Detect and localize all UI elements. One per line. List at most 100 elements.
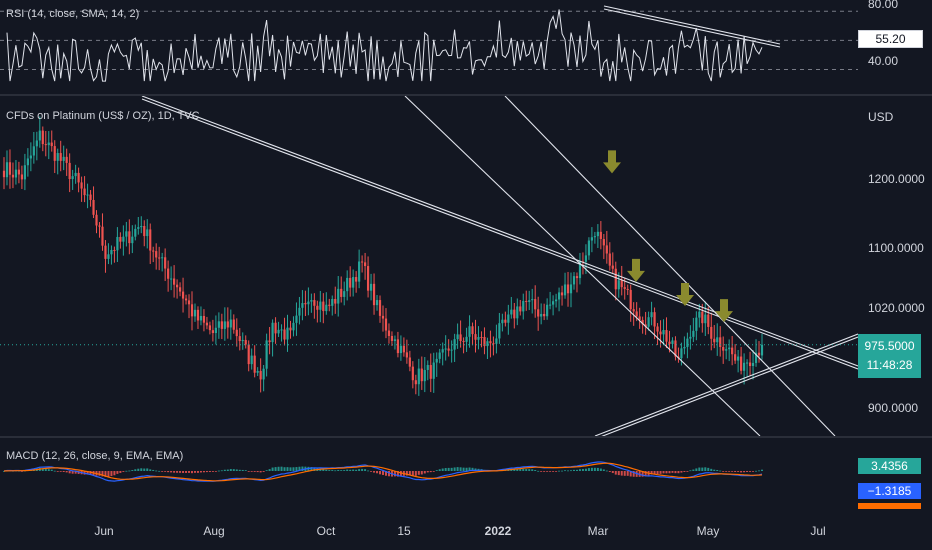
candle-body bbox=[438, 352, 441, 359]
macd-histogram-bar bbox=[280, 466, 283, 471]
candle-body bbox=[161, 257, 164, 259]
macd-histogram-bar bbox=[286, 467, 289, 471]
candle-body bbox=[387, 330, 391, 337]
candle-body bbox=[692, 330, 695, 337]
macd-histogram-bar bbox=[373, 471, 376, 473]
macd-histogram-bar bbox=[525, 468, 528, 471]
rsi-line bbox=[6, 9, 763, 82]
macd-histogram-bar bbox=[462, 467, 465, 471]
macd-histogram-bar bbox=[140, 468, 143, 471]
macd-histogram-bar bbox=[528, 469, 531, 471]
macd-histogram-bar bbox=[417, 471, 420, 475]
time-axis[interactable] bbox=[0, 516, 932, 550]
candle-body bbox=[47, 142, 50, 146]
macd-histogram-bar bbox=[325, 469, 328, 471]
candle-body bbox=[229, 319, 232, 328]
down-arrow-icon bbox=[676, 283, 694, 307]
candle-body bbox=[366, 266, 370, 291]
macd-pane[interactable]: MACD (12, 26, close, 9, EMA, EMA) bbox=[0, 438, 858, 516]
candle-body bbox=[417, 368, 420, 385]
macd-histogram-bar bbox=[98, 471, 101, 476]
macd-histogram-bar bbox=[578, 469, 581, 471]
candle-body bbox=[719, 337, 722, 347]
candle-body bbox=[486, 341, 489, 347]
candle-body bbox=[256, 370, 259, 373]
trendline bbox=[594, 333, 858, 436]
rsi-axis[interactable]: 80.00 40.00 bbox=[858, 0, 932, 94]
macd-histogram-bar bbox=[107, 471, 110, 477]
macd-histogram-bar bbox=[208, 471, 211, 472]
macd-histogram-bar bbox=[725, 471, 728, 472]
macd-histogram-bar bbox=[420, 471, 423, 475]
macd-histogram-bar bbox=[167, 471, 170, 473]
candle-body bbox=[110, 249, 113, 255]
macd-histogram-bar bbox=[349, 469, 352, 471]
candle-body bbox=[626, 288, 629, 290]
macd-histogram-bar bbox=[695, 468, 698, 471]
candle-body bbox=[89, 194, 92, 200]
pane-separator[interactable] bbox=[0, 94, 932, 96]
macd-histogram-bar bbox=[516, 468, 519, 471]
candle-body bbox=[698, 311, 701, 318]
pane-separator[interactable] bbox=[0, 436, 932, 438]
candle-body bbox=[575, 276, 579, 279]
candle-body bbox=[2, 170, 6, 178]
macd-histogram-bar bbox=[641, 471, 644, 477]
macd-histogram-bar bbox=[161, 471, 164, 472]
candle-body bbox=[59, 153, 62, 161]
macd-histogram-bar bbox=[214, 471, 217, 472]
macd-histogram-bar bbox=[358, 469, 361, 471]
macd-histogram-bar bbox=[435, 470, 438, 471]
macd-histogram-bar bbox=[277, 466, 280, 471]
macd-histogram-bar bbox=[211, 471, 214, 472]
candle-body bbox=[695, 317, 698, 331]
x-tick-oct: Oct bbox=[316, 524, 336, 538]
candle-body bbox=[745, 362, 749, 364]
macd-histogram-bar bbox=[262, 471, 265, 472]
macd-histogram-bar bbox=[549, 471, 552, 472]
macd-histogram-bar bbox=[626, 471, 629, 476]
macd-histogram-bar bbox=[367, 470, 370, 472]
candle-body bbox=[519, 306, 522, 312]
x-tick-jul: Jul bbox=[810, 524, 826, 538]
price-current-value: 975.5000 bbox=[864, 339, 915, 353]
candle-body bbox=[170, 278, 173, 280]
candle-body bbox=[199, 315, 203, 321]
candle-body bbox=[358, 261, 361, 282]
candle-body bbox=[614, 268, 617, 290]
macd-histogram-bar bbox=[471, 467, 474, 471]
macd-histogram-bar bbox=[310, 467, 313, 471]
macd-histogram-bar bbox=[65, 471, 68, 473]
candle-body bbox=[41, 130, 44, 145]
macd-histogram-bar bbox=[113, 471, 116, 476]
candle-body bbox=[35, 140, 38, 147]
price-pane[interactable]: CFDs on Platinum (US$ / OZ), 1D, TVC bbox=[0, 96, 858, 436]
macd-histogram-bar bbox=[3, 471, 5, 472]
macd-histogram-bar bbox=[405, 471, 408, 476]
candle-body bbox=[492, 343, 495, 345]
candle-body bbox=[80, 182, 83, 189]
candle-body bbox=[584, 255, 588, 262]
candle-body bbox=[429, 365, 432, 379]
candle-body bbox=[247, 344, 250, 365]
macd-histogram-bar bbox=[540, 471, 543, 472]
macd-histogram-bar bbox=[164, 471, 167, 472]
macd-histogram-bar bbox=[244, 470, 247, 471]
macd-histogram-bar bbox=[561, 470, 564, 472]
candle-body bbox=[450, 349, 453, 351]
macd-histogram-bar bbox=[692, 469, 695, 471]
price-currency: USD bbox=[868, 110, 894, 124]
macd-histogram-bar bbox=[572, 469, 575, 471]
macd-line-badge: −1.3185 bbox=[858, 483, 921, 499]
candle-body bbox=[369, 283, 373, 291]
macd-histogram-bar bbox=[110, 471, 113, 477]
candle-body bbox=[77, 172, 80, 183]
candle-body bbox=[740, 356, 743, 371]
rsi-pane[interactable]: RSI (14, close, SMA, 14, 2) bbox=[0, 0, 858, 94]
candle-body bbox=[543, 313, 546, 317]
price-axis[interactable]: USD 1200.0000 1100.0000 1020.0000 900.00… bbox=[858, 96, 932, 436]
macd-histogram-bar bbox=[238, 469, 241, 471]
macd-histogram-bar bbox=[301, 466, 304, 471]
macd-histogram-bar bbox=[450, 467, 453, 471]
macd-histogram-bar bbox=[653, 471, 656, 475]
